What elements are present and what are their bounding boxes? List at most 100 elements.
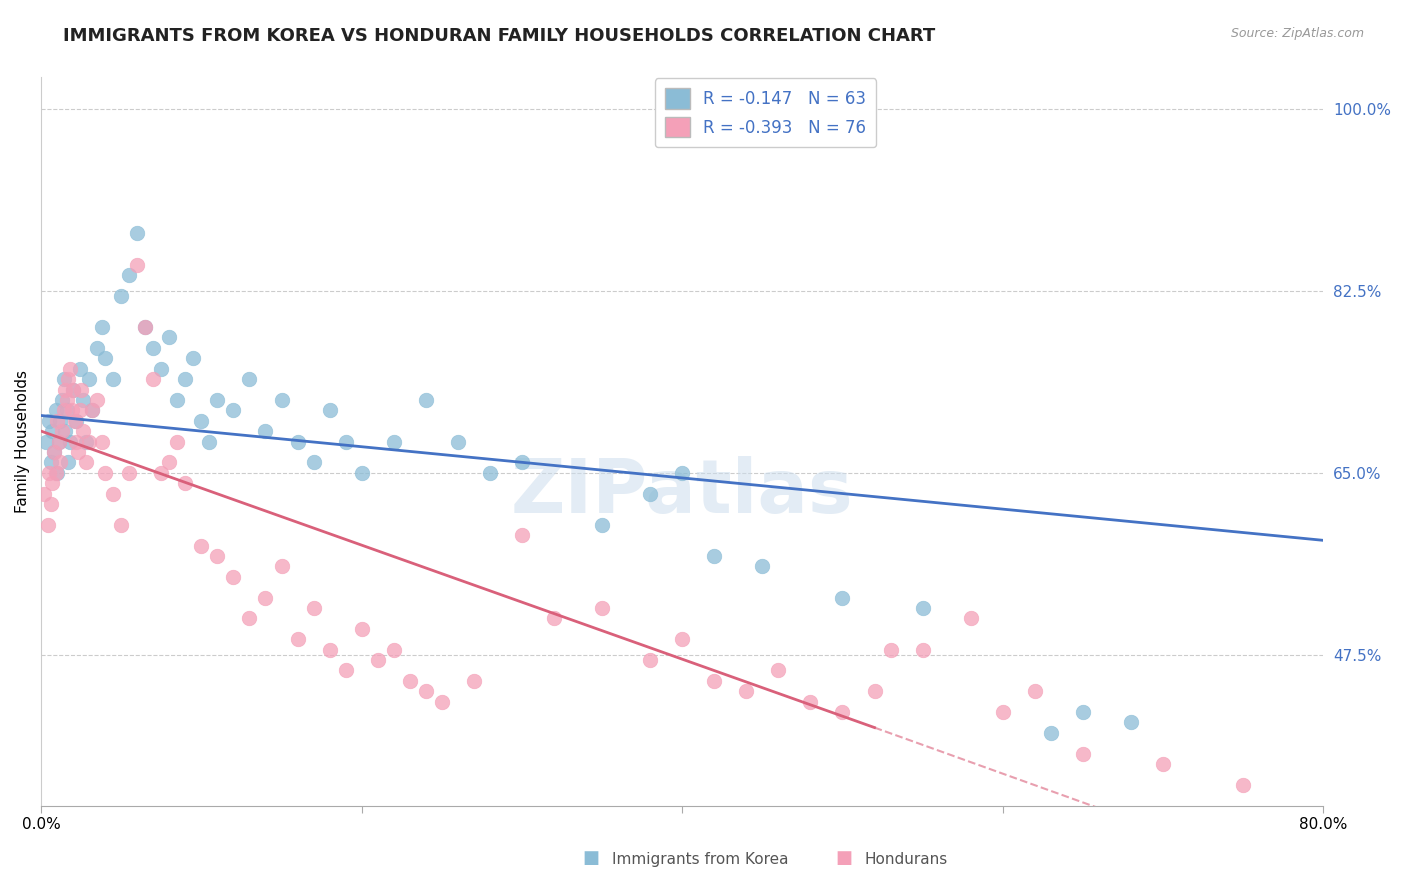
Point xyxy=(42,445,65,459)
Point xyxy=(270,392,292,407)
Point xyxy=(91,320,114,334)
Point xyxy=(142,372,165,386)
Point xyxy=(38,414,60,428)
Point xyxy=(335,434,357,449)
Point xyxy=(51,424,73,438)
Point xyxy=(157,455,180,469)
Point xyxy=(166,392,188,407)
Point xyxy=(591,601,613,615)
Point xyxy=(41,424,63,438)
Point xyxy=(103,486,125,500)
Point xyxy=(70,383,93,397)
Point xyxy=(62,383,84,397)
Point xyxy=(86,392,108,407)
Point xyxy=(82,403,104,417)
Point xyxy=(447,434,470,449)
Point xyxy=(831,591,853,605)
Point xyxy=(42,445,65,459)
Point xyxy=(150,361,173,376)
Point xyxy=(190,539,212,553)
Point xyxy=(1119,715,1142,730)
Point xyxy=(350,466,373,480)
Point xyxy=(287,434,309,449)
Point xyxy=(51,392,73,407)
Point xyxy=(335,664,357,678)
Point xyxy=(183,351,205,366)
Point xyxy=(270,559,292,574)
Point xyxy=(222,403,245,417)
Point xyxy=(118,466,141,480)
Point xyxy=(478,466,501,480)
Point xyxy=(671,632,693,647)
Point xyxy=(35,434,58,449)
Point xyxy=(510,455,533,469)
Y-axis label: Family Households: Family Households xyxy=(15,370,30,513)
Point xyxy=(41,476,63,491)
Point xyxy=(65,414,87,428)
Point xyxy=(91,434,114,449)
Point xyxy=(174,476,197,491)
Point xyxy=(46,466,69,480)
Point xyxy=(127,258,149,272)
Point xyxy=(44,466,66,480)
Point xyxy=(52,372,75,386)
Point xyxy=(82,403,104,417)
Point xyxy=(238,372,260,386)
Point xyxy=(430,695,453,709)
Point xyxy=(65,434,87,449)
Point xyxy=(1039,726,1062,740)
Point xyxy=(238,611,260,625)
Point xyxy=(77,434,100,449)
Point xyxy=(127,227,149,241)
Point xyxy=(1232,778,1254,792)
Point xyxy=(350,622,373,636)
Point xyxy=(463,673,485,688)
Point xyxy=(959,611,981,625)
Point xyxy=(198,434,221,449)
Point xyxy=(77,372,100,386)
Point xyxy=(190,414,212,428)
Point xyxy=(110,289,132,303)
Point xyxy=(69,361,91,376)
Point xyxy=(302,455,325,469)
Point xyxy=(1152,756,1174,771)
Point xyxy=(150,466,173,480)
Point xyxy=(48,434,70,449)
Point xyxy=(671,466,693,480)
Point xyxy=(703,549,725,563)
Point xyxy=(48,434,70,449)
Point xyxy=(55,392,77,407)
Point xyxy=(799,695,821,709)
Text: Immigrants from Korea: Immigrants from Korea xyxy=(612,852,789,867)
Point xyxy=(63,414,86,428)
Point xyxy=(53,424,76,438)
Point xyxy=(69,403,91,417)
Point xyxy=(157,330,180,344)
Text: Source: ZipAtlas.com: Source: ZipAtlas.com xyxy=(1230,27,1364,40)
Point xyxy=(174,372,197,386)
Point xyxy=(94,466,117,480)
Point xyxy=(1071,705,1094,719)
Point xyxy=(1024,684,1046,698)
Point xyxy=(1071,747,1094,761)
Point xyxy=(53,383,76,397)
Point xyxy=(58,455,80,469)
Point xyxy=(735,684,758,698)
Point xyxy=(415,392,437,407)
Point xyxy=(287,632,309,647)
Point xyxy=(62,383,84,397)
Point xyxy=(302,601,325,615)
Text: Hondurans: Hondurans xyxy=(865,852,948,867)
Point xyxy=(367,653,389,667)
Point xyxy=(134,320,156,334)
Point xyxy=(59,434,82,449)
Point xyxy=(911,642,934,657)
Point xyxy=(222,570,245,584)
Point xyxy=(142,341,165,355)
Point xyxy=(58,372,80,386)
Point xyxy=(34,486,56,500)
Point xyxy=(134,320,156,334)
Point xyxy=(49,414,72,428)
Point xyxy=(318,403,340,417)
Point xyxy=(254,591,277,605)
